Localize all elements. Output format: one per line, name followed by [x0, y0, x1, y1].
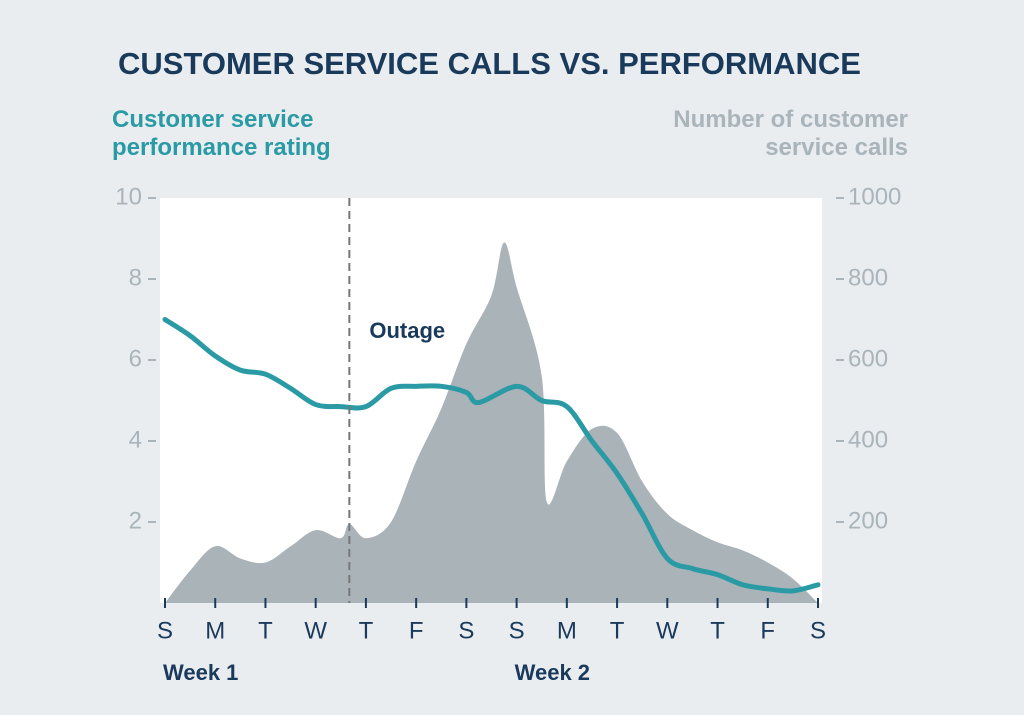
x-tick-label: M: [557, 617, 577, 644]
group-label: Week 1: [163, 660, 238, 685]
y2-tick-label: 600: [848, 345, 888, 372]
area: [165, 242, 818, 603]
x-tick-label: W: [656, 617, 679, 644]
y-tick-label: 2: [129, 507, 142, 534]
y-tick-label: 8: [129, 264, 142, 291]
y-tick-label: 10: [115, 183, 142, 210]
x-tick-label: T: [258, 617, 273, 644]
x-tick-label: T: [610, 617, 625, 644]
x-tick-label: M: [205, 617, 225, 644]
y2-tick-label: 800: [848, 264, 888, 291]
y-tick-label: 6: [129, 345, 142, 372]
y2-axis-label: Number of customer service calls: [673, 106, 908, 161]
x-tick-label: F: [409, 617, 424, 644]
x-tick-label: T: [710, 617, 725, 644]
annotation: Outage: [369, 318, 445, 343]
x-tick-label: S: [509, 617, 525, 644]
line: [162, 317, 821, 594]
group-label: Week 2: [515, 660, 590, 685]
y2-tick-label: 1000: [848, 183, 901, 210]
y-axis-label: Customer service performance rating: [112, 106, 331, 161]
chart-title: CUSTOMER SERVICE CALLS VS. PERFORMANCE: [118, 46, 861, 81]
x-tick-label: S: [458, 617, 474, 644]
y2-tick-label: 400: [848, 426, 888, 453]
x-tick-label: S: [157, 617, 173, 644]
x-tick-label: W: [304, 617, 327, 644]
y2-tick-label: 200: [848, 507, 888, 534]
x-tick-label: F: [760, 617, 775, 644]
y-tick-label: 4: [129, 426, 142, 453]
x-tick-label: S: [810, 617, 826, 644]
x-tick-label: T: [359, 617, 374, 644]
